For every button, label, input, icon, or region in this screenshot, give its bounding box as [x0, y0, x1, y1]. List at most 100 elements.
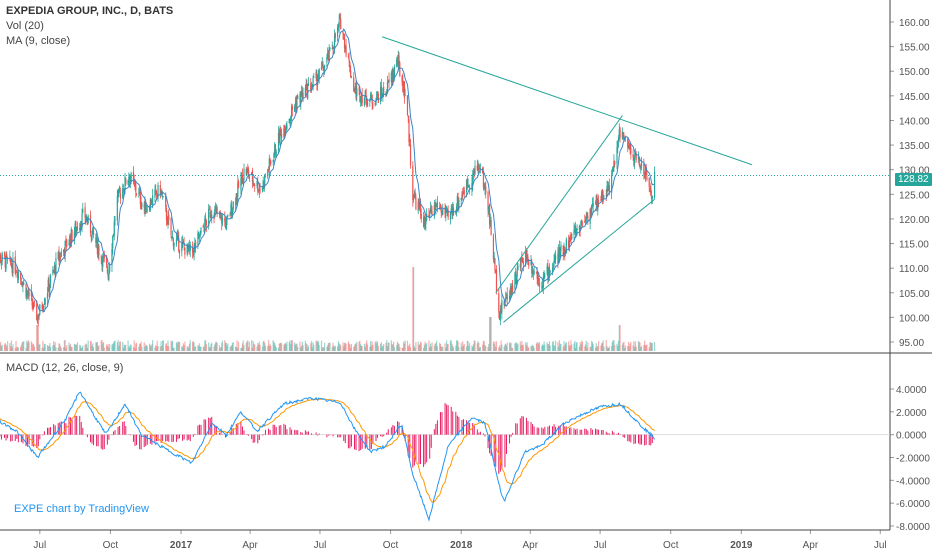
- candle-body[interactable]: [342, 31, 344, 34]
- candle-body[interactable]: [146, 209, 148, 211]
- candle-body[interactable]: [26, 290, 29, 294]
- candle-body[interactable]: [272, 160, 274, 162]
- candle-body[interactable]: [535, 272, 538, 274]
- candle-body[interactable]: [181, 241, 184, 243]
- candle-body[interactable]: [91, 230, 93, 240]
- candle-body[interactable]: [360, 101, 362, 103]
- candle-body[interactable]: [220, 213, 222, 215]
- candle-body[interactable]: [532, 270, 534, 274]
- candle-body[interactable]: [49, 275, 52, 284]
- candle-body[interactable]: [451, 210, 453, 216]
- candle-body[interactable]: [370, 96, 372, 98]
- candle-body[interactable]: [317, 76, 320, 80]
- candle-body[interactable]: [214, 208, 216, 218]
- candle-body[interactable]: [252, 181, 254, 183]
- candle-body[interactable]: [584, 221, 586, 222]
- candle-body[interactable]: [130, 172, 132, 181]
- candle-body[interactable]: [554, 255, 557, 260]
- candle-body[interactable]: [278, 132, 280, 143]
- candle-body[interactable]: [310, 83, 312, 91]
- candle-body[interactable]: [75, 222, 77, 233]
- candle-body[interactable]: [482, 173, 485, 187]
- candle-body[interactable]: [114, 219, 116, 221]
- candle-body[interactable]: [66, 239, 68, 247]
- candle-body[interactable]: [605, 194, 607, 196]
- candle-body[interactable]: [419, 203, 422, 213]
- candle-body[interactable]: [402, 80, 404, 92]
- candle-body[interactable]: [17, 271, 19, 280]
- candle-body[interactable]: [419, 204, 421, 210]
- candle-body[interactable]: [633, 158, 635, 166]
- candle-body[interactable]: [458, 199, 460, 209]
- candle-body[interactable]: [69, 235, 71, 246]
- candle-body[interactable]: [372, 104, 374, 106]
- candle-body[interactable]: [101, 258, 103, 266]
- candle-body[interactable]: [224, 220, 227, 228]
- candle-body[interactable]: [328, 47, 330, 59]
- candle-body[interactable]: [280, 128, 282, 132]
- candle-body[interactable]: [483, 186, 485, 190]
- candle-body[interactable]: [361, 94, 363, 104]
- candle-body[interactable]: [563, 246, 565, 254]
- candle-body[interactable]: [90, 235, 92, 238]
- candle-body[interactable]: [501, 300, 503, 313]
- candle-body[interactable]: [403, 82, 405, 90]
- candle-body[interactable]: [343, 34, 346, 49]
- candle-body[interactable]: [396, 61, 399, 64]
- candle-body[interactable]: [98, 246, 100, 256]
- candle-body[interactable]: [499, 311, 501, 321]
- candle-body[interactable]: [63, 250, 65, 255]
- candle-body[interactable]: [305, 83, 307, 90]
- candle-body[interactable]: [37, 315, 39, 320]
- candle-body[interactable]: [81, 213, 83, 227]
- candle-body[interactable]: [135, 184, 137, 192]
- candle-body[interactable]: [509, 288, 511, 299]
- candle-body[interactable]: [487, 191, 489, 211]
- candle-body[interactable]: [227, 215, 229, 216]
- candle-body[interactable]: [390, 72, 392, 83]
- candle-body[interactable]: [70, 229, 72, 247]
- candle-body[interactable]: [348, 58, 350, 62]
- candle-body[interactable]: [274, 144, 276, 155]
- candle-body[interactable]: [538, 282, 541, 287]
- candle-body[interactable]: [32, 304, 34, 309]
- candle-body[interactable]: [168, 214, 170, 220]
- candle-body[interactable]: [300, 92, 302, 105]
- candle-body[interactable]: [388, 79, 390, 83]
- candle-body[interactable]: [595, 195, 597, 206]
- candle-body[interactable]: [275, 151, 277, 155]
- candle-body[interactable]: [304, 88, 306, 96]
- candle-body[interactable]: [208, 208, 211, 211]
- candle-body[interactable]: [581, 223, 584, 224]
- candle-body[interactable]: [84, 207, 86, 218]
- candle-body[interactable]: [505, 294, 508, 296]
- candle-body[interactable]: [167, 216, 169, 225]
- candle-body[interactable]: [508, 295, 511, 300]
- candle-body[interactable]: [374, 102, 376, 105]
- candle-body[interactable]: [186, 243, 188, 254]
- candle-body[interactable]: [525, 250, 528, 261]
- candle-body[interactable]: [106, 266, 108, 274]
- candle-body[interactable]: [462, 192, 465, 195]
- candle-body[interactable]: [611, 175, 613, 193]
- candle-body[interactable]: [306, 83, 308, 98]
- candle-body[interactable]: [392, 70, 394, 81]
- candle-body[interactable]: [79, 228, 81, 231]
- candle-body[interactable]: [109, 266, 111, 272]
- candle-body[interactable]: [41, 305, 43, 309]
- candle-body[interactable]: [343, 34, 345, 36]
- candle-body[interactable]: [387, 80, 389, 82]
- candle-body[interactable]: [650, 185, 652, 195]
- tradingview-watermark[interactable]: EXPE chart by TradingView: [14, 503, 149, 515]
- candle-body[interactable]: [225, 218, 227, 230]
- candle-body[interactable]: [318, 68, 320, 78]
- candle-body[interactable]: [218, 211, 221, 213]
- candle-body[interactable]: [210, 215, 212, 217]
- candle-body[interactable]: [600, 199, 602, 201]
- candle-body[interactable]: [82, 209, 84, 212]
- candle-body[interactable]: [602, 194, 604, 202]
- candle-body[interactable]: [614, 161, 616, 165]
- candle-body[interactable]: [344, 46, 346, 50]
- candle-body[interactable]: [150, 198, 152, 206]
- candle-body[interactable]: [166, 218, 168, 225]
